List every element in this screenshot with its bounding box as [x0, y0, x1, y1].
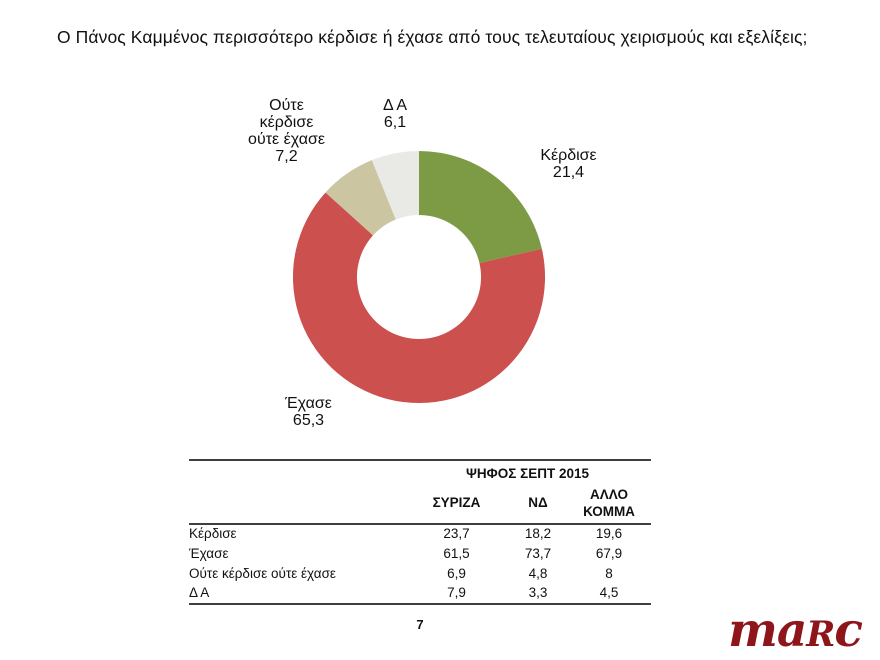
table-row: Δ Α 7,9 3,3 4,5 [189, 584, 651, 604]
table-group-header: ΨΗΦΟΣ ΣΕΠΤ 2015 [466, 465, 589, 481]
callout-lost: Έχασε 65,3 [251, 395, 366, 429]
cell-value: 73,7 [524, 545, 552, 561]
page-number: 7 [416, 617, 424, 632]
callout-lost-label: Έχασε [285, 395, 332, 412]
cell-value: 19,6 [595, 526, 623, 542]
donut-slice-0 [419, 150, 542, 264]
callout-dk-label: Δ Α [382, 97, 408, 114]
cell-value: 67,9 [595, 545, 623, 561]
callout-neither-line: Ούτε [269, 97, 304, 114]
callout-neither: Ούτε κέρδισε ούτε έχασε 7,2 [229, 97, 344, 165]
table-column-header-row: ΣΥΡΙΖΑ ΝΔ ΑΛΛΟ ΚΟΜΜΑ [189, 484, 651, 525]
table-group-header-row: ΨΗΦΟΣ ΣΕΠΤ 2015 [189, 460, 651, 484]
callout-neither-value: 7,2 [275, 148, 298, 165]
column-header-other-party: ΑΛΛΟ ΚΟΜΜΑ [567, 484, 651, 525]
table-row: Κέρδισε 23,7 18,2 19,6 [189, 524, 651, 544]
marc-logo: maRc [728, 607, 863, 655]
row-label: Κέρδισε [189, 526, 237, 542]
callout-gained-value: 21,4 [552, 164, 585, 181]
callout-gained-label: Κέρδισε [540, 147, 597, 164]
donut-slice-1 [292, 192, 546, 404]
cell-value: 7,9 [447, 585, 466, 601]
row-label: Δ Α [189, 585, 210, 601]
cell-value: 61,5 [443, 545, 470, 561]
callout-neither-line: κέρδισε [259, 114, 314, 131]
cell-value: 4,8 [528, 565, 548, 581]
cell-value: 18,2 [524, 526, 552, 542]
cell-value: 6,9 [447, 565, 466, 581]
row-label: Ούτε κέρδισε ούτε έχασε [189, 565, 336, 581]
page-title: Ο Πάνος Καμμένος περισσότερο κέρδισε ή έ… [57, 27, 808, 47]
donut-slice-3 [371, 150, 419, 220]
cell-value: 8 [605, 565, 613, 581]
table-corner-cell [189, 484, 404, 525]
table-corner-cell [189, 460, 404, 484]
donut-svg [292, 150, 546, 404]
marc-logo-text: c [834, 603, 863, 658]
donut-slice-2 [325, 160, 396, 236]
callout-gained: Κέρδισε 21,4 [506, 147, 631, 181]
callout-neither-line: ούτε έχασε [248, 131, 325, 148]
callout-lost-value: 65,3 [292, 412, 325, 429]
cell-value: 23,7 [443, 526, 470, 542]
callout-dk: Δ Α 6,1 [364, 97, 426, 131]
donut-chart [291, 149, 547, 405]
table-row: Έχασε 61,5 73,7 67,9 [189, 544, 651, 564]
row-label: Έχασε [189, 545, 229, 561]
column-header-nd: ΝΔ [509, 484, 567, 525]
marc-logo-text: ma [728, 603, 807, 658]
callout-dk-value: 6,1 [383, 114, 407, 131]
cell-value: 4,5 [599, 585, 619, 601]
column-header-syriza: ΣΥΡΙΖΑ [404, 484, 509, 525]
table-row: Ούτε κέρδισε ούτε έχασε 6,9 4,8 8 [189, 564, 651, 584]
cell-value: 3,3 [528, 585, 548, 601]
crosstab-table: ΨΗΦΟΣ ΣΕΠΤ 2015 ΣΥΡΙΖΑ ΝΔ ΑΛΛΟ ΚΟΜΜΑ Κέρ… [189, 459, 651, 605]
marc-logo-smallcap-r: R [806, 614, 835, 655]
